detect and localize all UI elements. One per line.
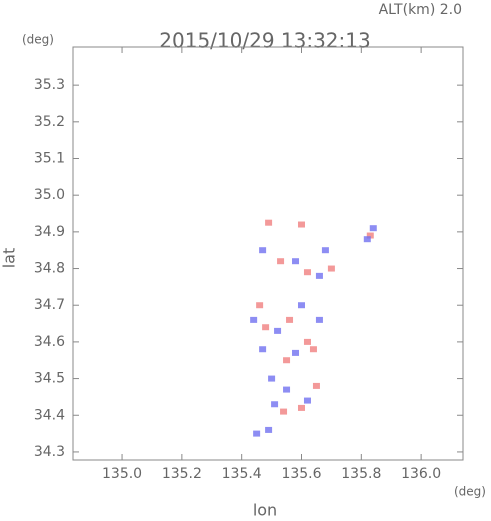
y-tick-label: 34.9: [34, 224, 65, 240]
x-tick-label: 135.0: [102, 466, 142, 482]
y-tick-label: 35.0: [34, 187, 65, 203]
y-tick-label: 35.1: [34, 151, 65, 167]
point: [274, 327, 282, 334]
x-unit: (deg): [454, 485, 486, 499]
y-tick-label: 34.8: [34, 261, 65, 277]
y-tick-label: 35.3: [34, 77, 65, 93]
point: [297, 404, 305, 411]
point: [303, 269, 311, 276]
point: [315, 316, 323, 323]
x-tick-label: 135.2: [162, 466, 202, 482]
x-tick-label: 136.0: [401, 466, 441, 482]
point: [366, 232, 374, 239]
x-axis-label: lon: [253, 501, 277, 520]
plot-frame: [72, 46, 464, 461]
y-tick-label: 34.7: [34, 297, 65, 313]
point: [265, 219, 273, 226]
chart-title: 2015/10/29 13:32:13: [159, 29, 370, 53]
point: [303, 338, 311, 345]
annotation: ALT(km) 2.0: [379, 2, 462, 18]
point: [271, 401, 279, 408]
point: [327, 265, 335, 272]
y-tick-label: 34.3: [34, 444, 65, 460]
point: [268, 375, 276, 382]
point: [297, 221, 305, 228]
point: [280, 408, 288, 415]
point: [253, 430, 261, 437]
point: [283, 386, 291, 393]
point: [265, 426, 273, 433]
y-tick-label: 34.4: [34, 407, 65, 423]
point: [321, 247, 329, 254]
point: [259, 247, 267, 254]
point: [256, 302, 264, 309]
y-tick-label: 34.5: [34, 371, 65, 387]
point: [363, 236, 371, 243]
point: [283, 357, 291, 364]
point: [369, 225, 377, 232]
point: [250, 316, 258, 323]
point: [259, 346, 267, 353]
point: [315, 272, 323, 279]
point: [262, 324, 270, 331]
y-axis-label: lat: [0, 248, 19, 269]
x-tick-label: 135.8: [341, 466, 381, 482]
point: [312, 382, 320, 389]
y-tick-label: 35.2: [34, 114, 65, 130]
point: [303, 397, 311, 404]
point: [309, 346, 317, 353]
point: [297, 302, 305, 309]
point: [292, 258, 300, 265]
y-unit: (deg): [22, 33, 54, 47]
y-tick-label: 34.6: [34, 334, 65, 350]
point: [277, 258, 285, 265]
point: [292, 349, 300, 356]
point: [286, 316, 294, 323]
x-tick-label: 135.4: [222, 466, 262, 482]
x-tick-label: 135.6: [281, 466, 321, 482]
